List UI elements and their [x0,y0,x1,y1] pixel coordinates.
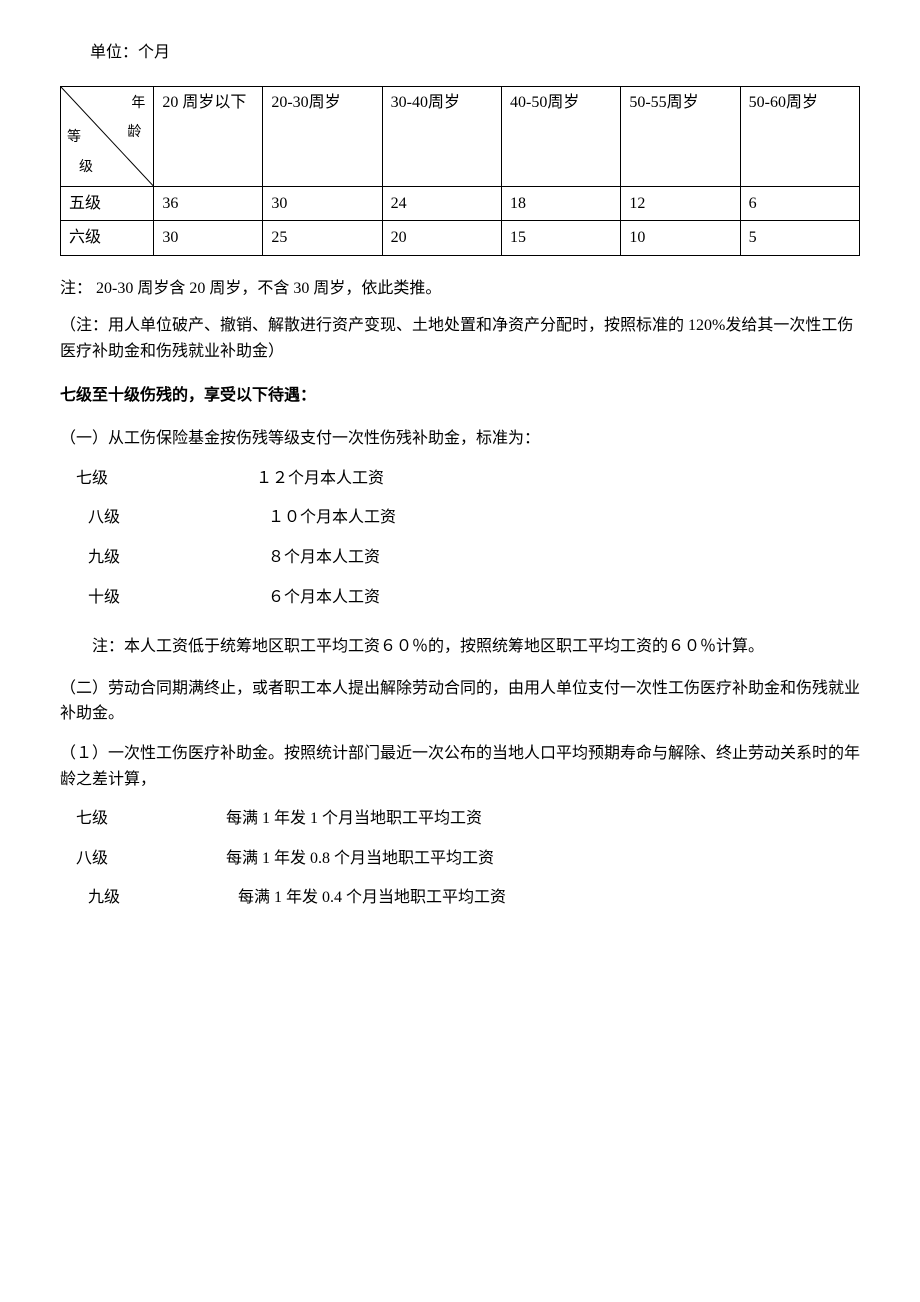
diag-top-label: 年 [131,93,145,115]
section-heading: 七级至十级伤残的，享受以下待遇： [60,383,860,409]
level-row: 七级１２个月本人工资 [76,466,860,492]
table-cell: 30 [263,186,382,221]
section2-sub1: （１）一次性工伤医疗补助金。按照统计部门最近一次公布的当地人口平均预期寿命与解除… [60,741,860,792]
header-col-5: 50-55周岁 [621,86,740,186]
section1-intro: （一）从工伤保险基金按伤残等级支付一次性伤残补助金，标准为： [60,426,860,452]
level-label: 九级 [88,885,238,911]
level-value: ８个月本人工资 [268,545,380,571]
table-note-2: （注：用人单位破产、撤销、解散进行资产变现、土地处置和净资产分配时，按照标准的 … [60,313,860,364]
table-cell: 25 [263,221,382,256]
diag-bottom-label: 级 [79,157,93,179]
table-cell: 15 [501,221,620,256]
table-cell: 36 [154,186,263,221]
level-row: 七级每满 1 年发 1 个月当地职工平均工资 [76,806,860,832]
level-label: 八级 [88,505,268,531]
header-col-6: 50-60周岁 [740,86,859,186]
age-level-table: 年 龄 等 级 20 周岁以下 20-30周岁 30-40周岁 40-50周岁 … [60,86,860,256]
header-col-3: 30-40周岁 [382,86,501,186]
table-cell: 6 [740,186,859,221]
level-value: 每满 1 年发 0.4 个月当地职工平均工资 [238,885,506,911]
diagonal-header-cell: 年 龄 等 级 [61,86,154,186]
level-label: 九级 [88,545,268,571]
table-cell: 30 [154,221,263,256]
table-row: 五级 36 30 24 18 12 6 [61,186,860,221]
section2-intro: （二）劳动合同期满终止，或者职工本人提出解除劳动合同的，由用人单位支付一次性工伤… [60,676,860,727]
table-header-row: 年 龄 等 级 20 周岁以下 20-30周岁 30-40周岁 40-50周岁 … [61,86,860,186]
table-cell: 5 [740,221,859,256]
table-cell: 12 [621,186,740,221]
header-col-4: 40-50周岁 [501,86,620,186]
level-row: 八级每满 1 年发 0.8 个月当地职工平均工资 [76,846,860,872]
header-col-2: 20-30周岁 [263,86,382,186]
level-label: 十级 [88,585,268,611]
level-label: 八级 [76,846,226,872]
row-label: 六级 [61,221,154,256]
header-col-1: 20 周岁以下 [154,86,263,186]
level-row: 八级１０个月本人工资 [88,505,860,531]
level-label: 七级 [76,806,226,832]
table-cell: 24 [382,186,501,221]
table-row: 六级 30 25 20 15 10 5 [61,221,860,256]
table-cell: 20 [382,221,501,256]
level-value: １２个月本人工资 [256,466,384,492]
table-cell: 10 [621,221,740,256]
level-row: 九级每满 1 年发 0.4 个月当地职工平均工资 [88,885,860,911]
row-label: 五级 [61,186,154,221]
level-label: 七级 [76,466,256,492]
level-value: １０个月本人工资 [268,505,396,531]
level-row: 九级８个月本人工资 [88,545,860,571]
level-value: 每满 1 年发 0.8 个月当地职工平均工资 [226,846,494,872]
unit-label: 单位：个月 [90,40,860,66]
table-note-1: 注： 20-30 周岁含 20 周岁，不含 30 周岁，依此类推。 [60,276,860,302]
diag-left-label: 等 [67,127,81,149]
level-value: 每满 1 年发 1 个月当地职工平均工资 [226,806,482,832]
section1-note: 注：本人工资低于统筹地区职工平均工资６０％的，按照统筹地区职工平均工资的６０％计… [60,634,860,660]
table-cell: 18 [501,186,620,221]
level-value: ６个月本人工资 [268,585,380,611]
diag-mid-label: 龄 [127,122,141,144]
level-row: 十级６个月本人工资 [88,585,860,611]
